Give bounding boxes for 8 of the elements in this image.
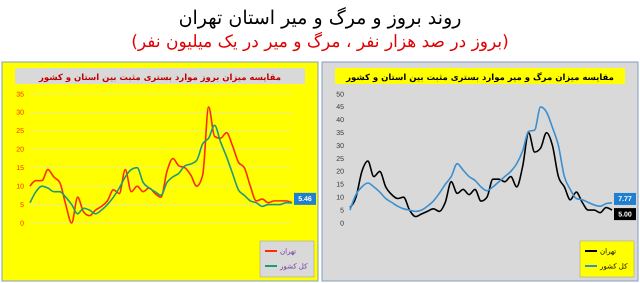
text: روند بروز و مرگ و میر استان تهران: [178, 6, 462, 29]
line-series: [29, 124, 293, 215]
chart-title: مقایسه میزان بروز موارد بستری مثبت بین استان و کشور: [38, 73, 281, 83]
line-series: [349, 106, 613, 212]
line-series: [349, 132, 613, 218]
line-series: [29, 106, 293, 224]
text: (بروز در صد هزار نفر ، مرگ و میر در یک میلیون نفر): [131, 31, 509, 52]
chart-title: مقایسه میزان مرگ و میر موارد بستری مثبت بین استان و کشور: [345, 72, 614, 83]
